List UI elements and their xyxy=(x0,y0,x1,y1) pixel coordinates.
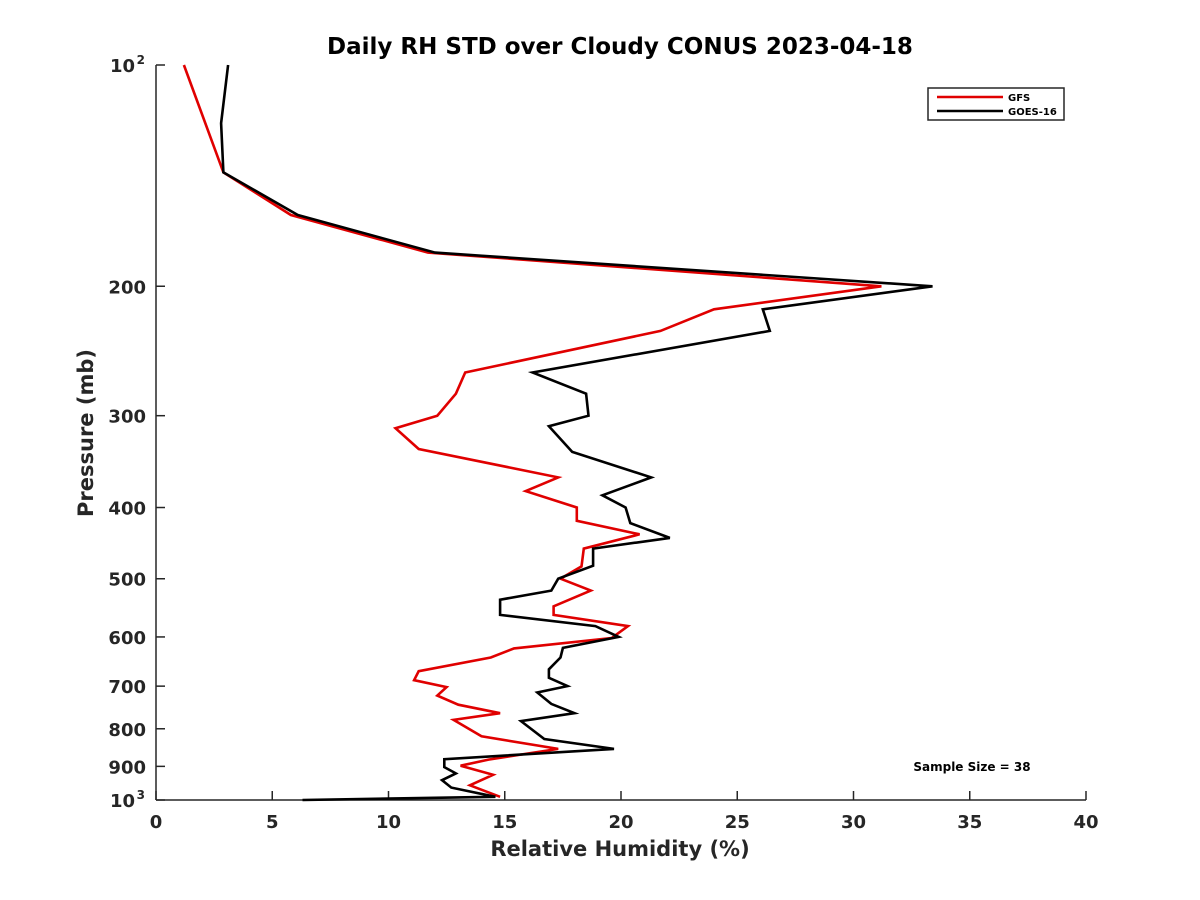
x-axis-label: Relative Humidity (%) xyxy=(490,837,749,861)
x-tick-label: 5 xyxy=(266,812,279,833)
y-tick-label: 700 xyxy=(108,677,146,698)
series-lines xyxy=(182,64,933,802)
x-tick-label: 25 xyxy=(725,812,750,833)
x-tick-label: 0 xyxy=(150,812,163,833)
x-tick-label: 35 xyxy=(957,812,982,833)
y-tick-label: 800 xyxy=(108,720,146,741)
chart-title: Daily RH STD over Cloudy CONUS 2023-04-1… xyxy=(327,34,913,60)
y-tick-label: 500 xyxy=(108,570,146,591)
y-tick-label: 400 xyxy=(108,499,146,520)
y-tick-exponent: 3 xyxy=(137,788,145,802)
x-tick-label: 10 xyxy=(376,812,401,833)
y-tick-exponent: 2 xyxy=(137,53,145,67)
sample-size-annotation: Sample Size = 38 xyxy=(913,760,1030,774)
series-line-gfs xyxy=(182,64,882,799)
y-tick-label: 10 xyxy=(110,791,135,812)
legend-label: GFS xyxy=(1008,93,1030,104)
x-tick-label: 20 xyxy=(608,812,633,833)
y-axis-label: Pressure (mb) xyxy=(74,349,98,517)
plot-area: 0 5 10 15 20 25 30 35 40 10 220030040050060070080… xyxy=(108,53,1098,833)
y-tick-label: 600 xyxy=(108,628,146,649)
legend-box xyxy=(927,87,1065,121)
x-tick-label: 30 xyxy=(841,812,866,833)
legend: GFS GOES-16 xyxy=(927,87,1065,121)
x-ticks: 0 5 10 15 20 25 30 35 40 xyxy=(150,791,1099,833)
x-tick-label: 40 xyxy=(1073,812,1098,833)
series-line-goes-16 xyxy=(219,64,933,802)
legend-label: GOES-16 xyxy=(1008,107,1057,118)
y-tick-label: 200 xyxy=(108,277,146,298)
y-tick-label: 300 xyxy=(108,407,146,428)
y-tick-label: 10 xyxy=(110,56,135,77)
y-tick-label: 900 xyxy=(108,757,146,778)
x-tick-label: 15 xyxy=(492,812,517,833)
